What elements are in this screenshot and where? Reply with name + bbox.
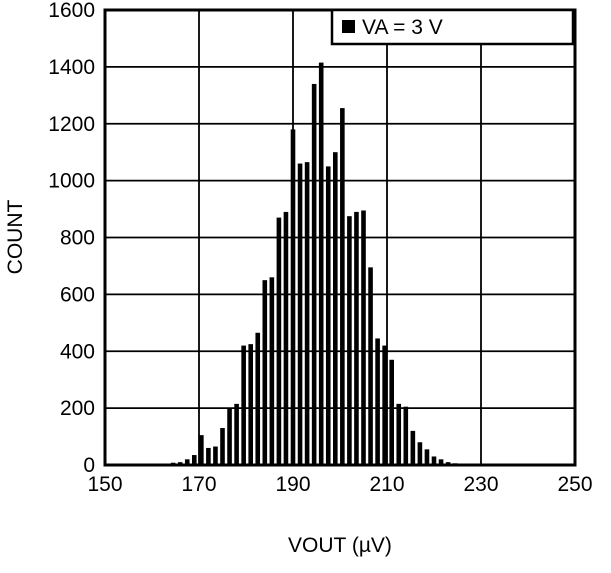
histogram-bar — [361, 210, 366, 465]
y-axis-title: COUNT — [4, 200, 27, 275]
histogram-bar — [213, 446, 218, 465]
histogram-bar — [234, 403, 239, 465]
histogram-bar — [255, 332, 261, 465]
histogram-bar — [241, 345, 246, 465]
histogram-bar — [396, 403, 402, 465]
histogram-bar — [276, 217, 282, 465]
x-tick-label: 250 — [557, 473, 592, 496]
x-tick-label: 210 — [369, 473, 404, 496]
x-tick-label: 170 — [181, 473, 216, 496]
histogram-bar — [417, 442, 423, 465]
histogram-bar — [382, 345, 387, 465]
y-tick-label: 1200 — [48, 113, 95, 136]
x-tick-label: 230 — [463, 473, 498, 496]
bars-layer — [163, 62, 458, 465]
histogram-bar — [354, 211, 359, 465]
y-tick-label: 1000 — [48, 170, 95, 193]
histogram-bar — [262, 280, 268, 465]
histogram-bar — [269, 277, 275, 465]
histogram-bar — [184, 459, 190, 465]
grid-layer — [105, 10, 575, 465]
histogram-bar — [438, 459, 444, 465]
y-tick-label: 800 — [60, 227, 95, 250]
histogram-bar — [199, 435, 204, 465]
histogram-bar — [333, 152, 338, 465]
y-tick-label: 1400 — [48, 56, 95, 79]
histogram-bar — [340, 108, 345, 465]
histogram-bar — [410, 430, 416, 465]
histogram-bar — [297, 163, 303, 465]
histogram-bar — [248, 344, 253, 465]
legend-marker-square-icon — [342, 20, 355, 33]
histogram-bar — [389, 359, 394, 465]
histogram-bar — [311, 83, 317, 465]
histogram-bar — [375, 338, 380, 465]
histogram-bar — [304, 162, 310, 465]
histogram-bar — [192, 455, 197, 465]
histogram-bar — [290, 129, 296, 465]
y-tick-label: 1600 — [48, 0, 95, 22]
y-tick-label: 600 — [60, 283, 95, 306]
histogram-bar — [206, 447, 211, 465]
x-tick-label: 190 — [275, 473, 310, 496]
histogram-bar — [325, 166, 331, 465]
histogram-bar — [403, 406, 409, 465]
legend-label: VA = 3 V — [362, 16, 443, 39]
histogram-bar — [220, 428, 225, 465]
y-tick-label: 200 — [60, 397, 95, 420]
histogram-bar — [368, 267, 373, 465]
x-tick-label: 150 — [87, 473, 122, 496]
axis-tick-labels: 150 170 190 210 230 250 0 200 400 600 800 1000 1200 1… — [48, 0, 592, 496]
histogram-bar — [283, 211, 289, 465]
histogram-bar — [318, 62, 324, 465]
histogram-bar — [347, 216, 352, 465]
y-tick-label: 400 — [60, 340, 95, 363]
histogram-bar — [227, 408, 232, 465]
histogram-bar — [424, 449, 430, 465]
legend: VA = 3 V — [330, 8, 575, 46]
y-tick-label: 0 — [83, 454, 95, 477]
histogram-bar — [431, 456, 437, 465]
legend-box — [330, 8, 575, 46]
x-axis-title: VOUT (µV) — [288, 534, 392, 557]
